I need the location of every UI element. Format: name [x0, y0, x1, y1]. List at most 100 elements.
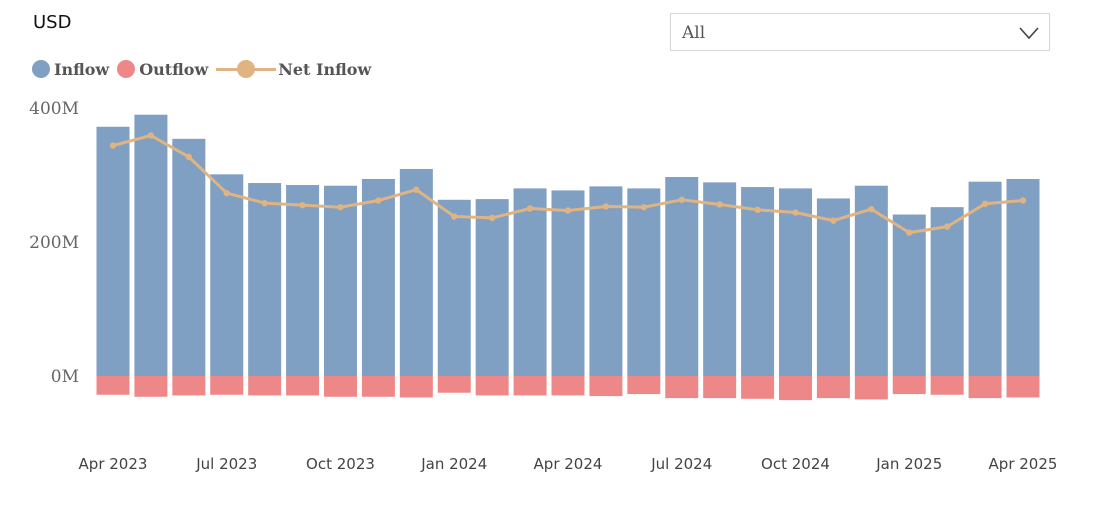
- filter-selected-value: All: [682, 23, 706, 43]
- x-tick-label: Apr 2023: [79, 455, 148, 473]
- inflow-bar[interactable]: [361, 179, 395, 376]
- net-inflow-point[interactable]: [488, 214, 496, 222]
- legend-swatch-outflow: [117, 60, 136, 78]
- legend-label-net-inflow: Net Inflow: [278, 59, 372, 79]
- net-inflow-point[interactable]: [413, 186, 420, 193]
- inflow-bar[interactable]: [854, 185, 888, 376]
- inflow-bar[interactable]: [286, 185, 320, 376]
- net-inflow-point[interactable]: [830, 217, 837, 224]
- outflow-bar[interactable]: [134, 376, 168, 397]
- inflow-bar[interactable]: [172, 138, 206, 376]
- legend-item-net-inflow[interactable]: Net Inflow: [216, 60, 371, 79]
- outflow-bar[interactable]: [627, 376, 661, 395]
- filter-dropdown[interactable]: All: [670, 13, 1050, 51]
- net-inflow-point[interactable]: [109, 142, 117, 149]
- inflow-bar[interactable]: [627, 188, 661, 376]
- net-inflow-point[interactable]: [1019, 197, 1027, 204]
- inflow-bar[interactable]: [589, 186, 623, 376]
- outflow-bar[interactable]: [96, 376, 130, 395]
- outflow-bar[interactable]: [854, 376, 888, 400]
- outflow-bar[interactable]: [324, 376, 357, 397]
- outflow-bar[interactable]: [892, 376, 926, 395]
- x-tick-label: Jul 2024: [650, 455, 712, 473]
- net-inflow-point[interactable]: [716, 201, 723, 208]
- net-inflow-point[interactable]: [223, 189, 230, 197]
- outflow-bar[interactable]: [361, 376, 395, 397]
- net-inflow-point[interactable]: [299, 201, 306, 209]
- net-inflow-point[interactable]: [337, 203, 344, 211]
- net-inflow-point[interactable]: [451, 213, 458, 220]
- x-tick-label: Jan 2025: [875, 455, 942, 473]
- outflow-bar[interactable]: [779, 376, 812, 401]
- y-tick-label: 400M: [29, 99, 79, 119]
- inflow-bar[interactable]: [741, 187, 775, 376]
- outflow-bar[interactable]: [513, 376, 547, 396]
- inflow-bar[interactable]: [475, 199, 509, 376]
- outflow-bar[interactable]: [437, 376, 471, 393]
- inflow-bar[interactable]: [930, 207, 964, 376]
- legend-label-inflow: Inflow: [54, 59, 110, 79]
- net-inflow-point[interactable]: [906, 229, 913, 236]
- inflow-bar[interactable]: [248, 183, 282, 376]
- inflow-bar[interactable]: [816, 198, 850, 376]
- outflow-bar[interactable]: [665, 376, 699, 399]
- net-inflow-point[interactable]: [185, 153, 193, 161]
- legend-item-outflow[interactable]: Outflow: [117, 60, 208, 79]
- net-inflow-point[interactable]: [147, 132, 155, 139]
- outflow-bar[interactable]: [172, 376, 206, 396]
- outflow-bar[interactable]: [248, 376, 282, 396]
- inflow-bar[interactable]: [665, 177, 699, 376]
- net-inflow-point[interactable]: [678, 196, 685, 203]
- outflow-bar[interactable]: [816, 376, 850, 399]
- inflow-bar[interactable]: [134, 114, 168, 376]
- x-tick-label: Apr 2025: [989, 455, 1058, 473]
- outflow-bar[interactable]: [286, 376, 320, 396]
- outflow-bar[interactable]: [741, 376, 775, 399]
- outflow-bar[interactable]: [210, 376, 244, 395]
- net-inflow-point[interactable]: [526, 205, 534, 212]
- inflow-bar[interactable]: [210, 174, 244, 376]
- inflow-bar[interactable]: [399, 168, 433, 376]
- outflow-bar[interactable]: [475, 376, 509, 396]
- outflow-bar[interactable]: [1006, 376, 1040, 398]
- net-inflow-point[interactable]: [375, 197, 382, 204]
- net-inflow-point[interactable]: [981, 200, 989, 208]
- inflow-bar[interactable]: [1006, 179, 1040, 376]
- net-inflow-point[interactable]: [943, 223, 951, 230]
- x-tick-label: Oct 2024: [761, 455, 830, 473]
- net-inflow-point[interactable]: [602, 203, 610, 210]
- inflow-bar[interactable]: [892, 214, 926, 376]
- inflow-bar[interactable]: [703, 182, 737, 376]
- x-tick-label: Apr 2024: [534, 455, 603, 473]
- net-inflow-point[interactable]: [261, 199, 268, 207]
- outflow-bar[interactable]: [551, 376, 585, 396]
- inflow-bar[interactable]: [96, 126, 130, 376]
- chart-legend: Inflow Outflow Net Inflow: [32, 58, 379, 80]
- inflow-bar[interactable]: [779, 188, 812, 376]
- net-inflow-point[interactable]: [754, 206, 761, 214]
- x-tick-label: Oct 2023: [306, 455, 375, 473]
- net-inflow-point[interactable]: [868, 205, 875, 213]
- x-tick-label: Jan 2024: [420, 455, 487, 473]
- legend-swatch-inflow: [32, 60, 50, 78]
- inflow-bar[interactable]: [324, 185, 357, 376]
- unit-label: USD: [33, 12, 72, 33]
- inflow-bar[interactable]: [968, 181, 1002, 376]
- net-inflow-point[interactable]: [564, 207, 572, 214]
- chevron-down-icon: [1019, 27, 1039, 40]
- legend-item-inflow[interactable]: Inflow: [32, 60, 109, 79]
- inflow-bar[interactable]: [513, 188, 547, 376]
- net-inflow-point[interactable]: [792, 209, 799, 216]
- legend-label-outflow: Outflow: [139, 59, 209, 79]
- outflow-bar[interactable]: [589, 376, 623, 397]
- outflow-bar[interactable]: [930, 376, 964, 395]
- outflow-bar[interactable]: [703, 376, 737, 399]
- inflow-bar[interactable]: [437, 199, 471, 376]
- outflow-bar[interactable]: [968, 376, 1002, 399]
- y-tick-label: 0M: [51, 367, 79, 387]
- net-inflow-point[interactable]: [640, 203, 648, 211]
- inflow-bar[interactable]: [551, 190, 585, 376]
- outflow-bar[interactable]: [399, 376, 433, 398]
- x-tick-label: Jul 2023: [195, 455, 257, 473]
